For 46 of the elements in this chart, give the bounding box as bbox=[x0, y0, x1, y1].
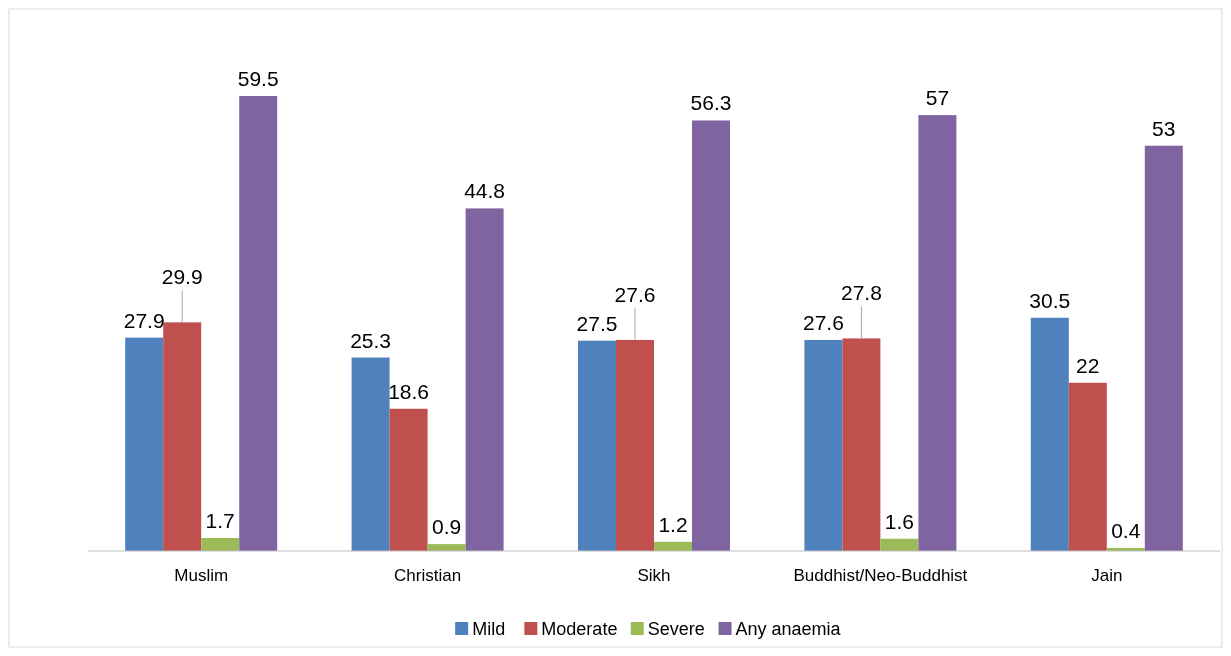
legend-label: Moderate bbox=[541, 619, 618, 639]
bar bbox=[692, 120, 730, 551]
bar bbox=[201, 538, 240, 551]
data-label: 29.9 bbox=[161, 265, 203, 289]
data-label: 1.7 bbox=[205, 509, 235, 532]
bar bbox=[1144, 145, 1183, 551]
data-label: 44.8 bbox=[464, 179, 506, 203]
data-label: 1.6 bbox=[884, 509, 914, 533]
x-tick-label: Sikh bbox=[637, 566, 671, 585]
data-label: 27.6 bbox=[802, 310, 844, 334]
data-label: 18.6 bbox=[388, 379, 430, 403]
bar bbox=[163, 322, 202, 551]
x-tick-label: Jain bbox=[1091, 566, 1123, 585]
bar bbox=[804, 339, 843, 551]
data-label: 57 bbox=[925, 86, 950, 110]
bar bbox=[465, 208, 504, 551]
data-label: 25.3 bbox=[350, 328, 392, 352]
data-label: 53 bbox=[1152, 116, 1176, 140]
bar bbox=[389, 408, 428, 551]
legend-label: Severe bbox=[647, 619, 705, 639]
bar bbox=[239, 96, 278, 551]
bar bbox=[578, 340, 616, 551]
bar bbox=[125, 337, 164, 551]
x-tick-label: Muslim bbox=[174, 566, 229, 585]
data-label: 1.2 bbox=[658, 512, 688, 536]
data-label: 30.5 bbox=[1029, 288, 1071, 312]
bar bbox=[616, 339, 654, 551]
bar bbox=[880, 538, 919, 551]
data-label: 27.8 bbox=[840, 281, 882, 305]
data-label: 59.5 bbox=[237, 67, 279, 90]
legend-label: Any anaemia bbox=[735, 619, 842, 639]
x-tick-label: Christian bbox=[394, 566, 462, 585]
data-label: 27.9 bbox=[123, 308, 165, 332]
data-label: 22 bbox=[1076, 353, 1100, 377]
bar bbox=[918, 115, 957, 551]
bar bbox=[1030, 317, 1069, 551]
data-label: 27.6 bbox=[614, 282, 656, 306]
data-label: 27.5 bbox=[576, 311, 618, 335]
data-label: 56.3 bbox=[690, 91, 732, 115]
bar bbox=[1068, 382, 1107, 551]
bar bbox=[351, 357, 390, 551]
data-label: 0.4 bbox=[1111, 518, 1141, 542]
legend-label: Mild bbox=[472, 619, 506, 639]
bar bbox=[842, 338, 881, 551]
data-label: 0.9 bbox=[432, 515, 462, 539]
x-tick-label: Buddhist/Neo-Buddhist bbox=[793, 566, 968, 585]
